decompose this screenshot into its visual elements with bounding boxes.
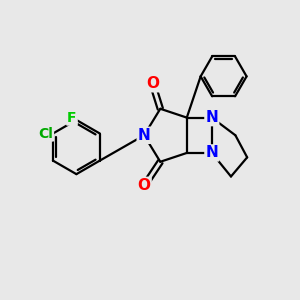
Text: F: F (67, 111, 77, 124)
Text: O: O (138, 178, 151, 193)
Text: N: N (138, 128, 151, 143)
Text: N: N (206, 110, 218, 125)
Text: N: N (206, 146, 218, 160)
Text: O: O (146, 76, 159, 91)
Text: Cl: Cl (38, 127, 53, 140)
